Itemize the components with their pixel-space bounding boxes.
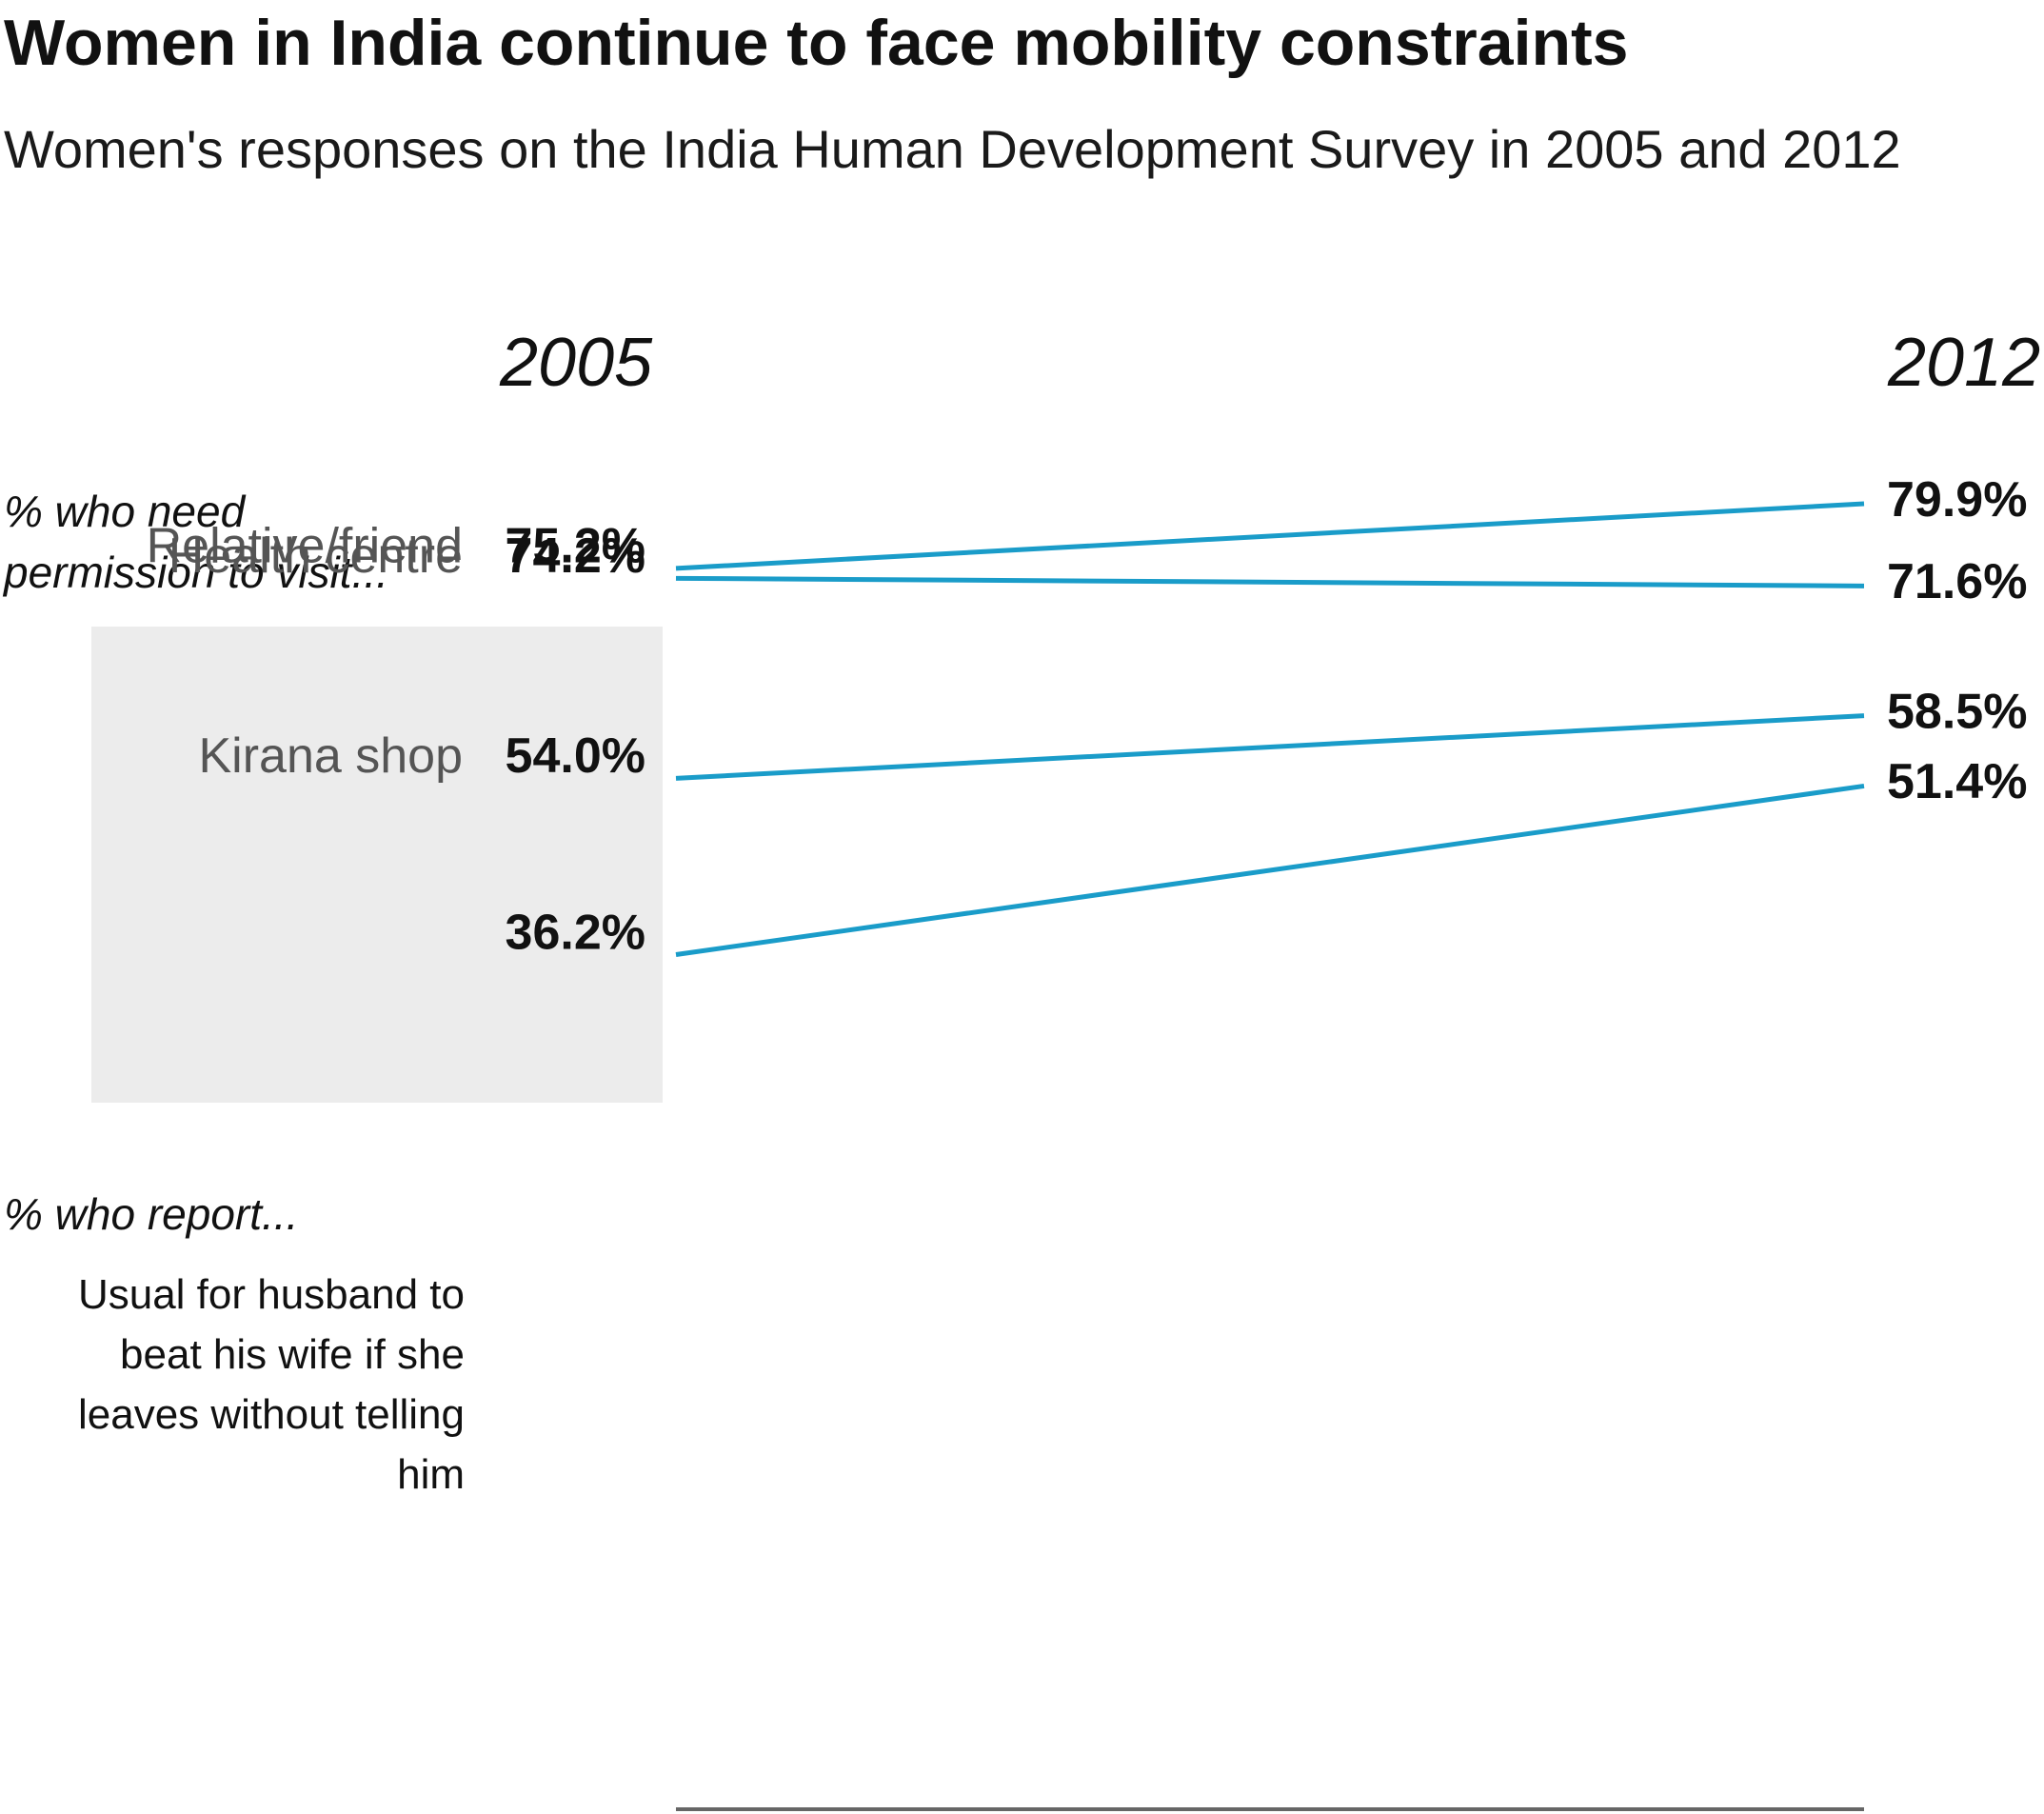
value-label-2012-relative-friend: 79.9% — [1887, 472, 2027, 528]
value-label-2005-health-centre: 74.2% — [506, 528, 645, 584]
series-label-relative-friend: Relative/friend — [147, 519, 463, 574]
year-label-2005: 2005 — [500, 325, 653, 401]
section-label-permission: % who need permission to visit... — [4, 487, 388, 597]
value-label-2005-kirana-shop: 54.0% — [506, 728, 645, 784]
series-label-health-centre: Health centre — [169, 528, 463, 584]
series-line-health-centre — [675, 575, 1865, 588]
value-label-2005-relative-friend: 75.2% — [506, 519, 645, 574]
series-line-relative-friend — [675, 501, 1865, 571]
value-label-2012-kirana-shop: 58.5% — [1887, 684, 2027, 739]
year-label-2012: 2012 — [1888, 325, 2041, 401]
series-line-kirana-shop — [675, 713, 1865, 781]
value-label-2012-usual-for-husband-to-bea: 51.4% — [1887, 754, 2027, 809]
chart-title: Women in India continue to face mobility… — [4, 7, 1629, 79]
series-label-kirana-shop: Kirana shop — [198, 728, 463, 784]
value-label-2012-health-centre: 71.6% — [1887, 554, 2027, 609]
permission-highlight-box — [91, 627, 663, 1103]
section-label-report: % who report... — [4, 1189, 299, 1239]
series-line-usual-for-husband-to-bea — [675, 783, 1865, 957]
chart-subtitle: Women's responses on the India Human Dev… — [4, 119, 1901, 179]
series-label-husband-beat: Usual for husband to beat his wife if sh… — [77, 1271, 465, 1498]
value-label-2005-usual-for-husband-to-bea: 36.2% — [506, 905, 645, 960]
